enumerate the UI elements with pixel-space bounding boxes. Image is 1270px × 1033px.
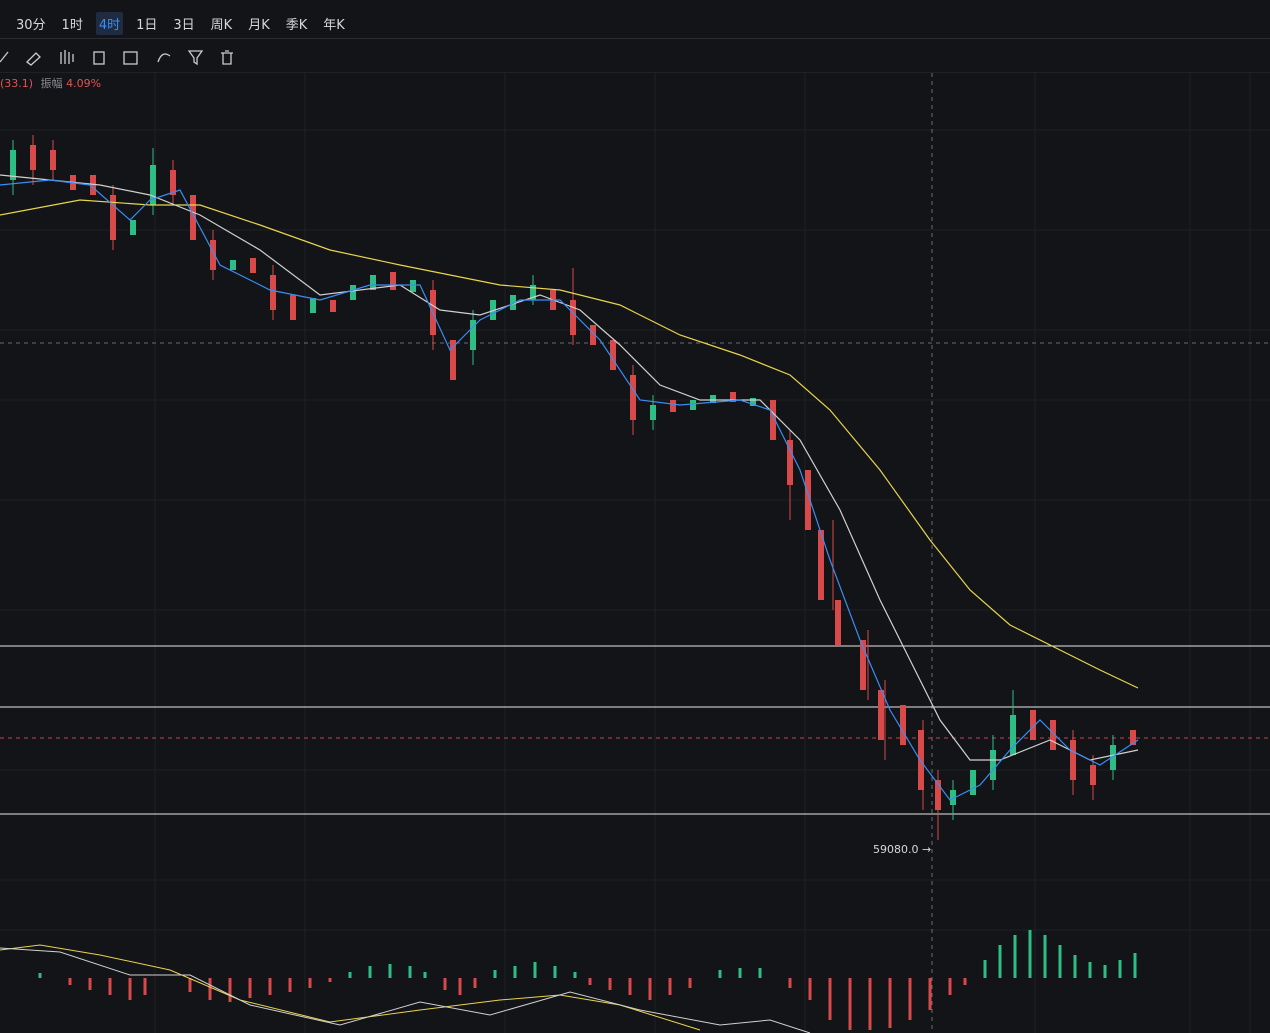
tool-note[interactable]: [123, 51, 138, 65]
interval-bar: 30分 1时 4时 1日 3日 周K 月K 季K 年K: [0, 8, 1270, 39]
candles: [10, 135, 1136, 840]
macd: [0, 930, 1137, 1033]
tool-magnet[interactable]: [157, 53, 171, 63]
interval-button[interactable]: 季K: [285, 17, 308, 33]
interval-button[interactable]: 1日: [136, 17, 158, 33]
interval-button[interactable]: 周K: [210, 17, 233, 33]
interval-button[interactable]: 年K: [323, 17, 345, 33]
ticker-strip: [0, 0, 1270, 8]
amplitude-label: 振幅: [40, 77, 63, 90]
tool-line[interactable]: [0, 51, 9, 63]
tool-shape[interactable]: [93, 51, 105, 65]
tool-delete[interactable]: [221, 50, 233, 65]
interval-button[interactable]: 月K: [248, 17, 270, 33]
candle-chart: 59080.0 →: [0, 73, 1270, 1033]
drawing-tools: [0, 50, 1270, 73]
low-label: 59080.0 →: [873, 843, 931, 856]
interval-button[interactable]: 4时: [95, 11, 124, 35]
interval-button[interactable]: 1时: [61, 17, 83, 33]
amplitude-value: 4.09%: [66, 77, 102, 90]
moving-averages: [0, 174, 1139, 801]
interval-button[interactable]: 30分: [16, 17, 46, 33]
interval-button[interactable]: 3日: [173, 17, 195, 33]
info-line: (33.1) 振幅 4.09%: [0, 75, 101, 91]
tool-pen[interactable]: [26, 52, 41, 66]
info-value: (33.1): [0, 77, 34, 90]
tool-filter[interactable]: [187, 50, 204, 66]
tool-fib[interactable]: [60, 50, 74, 64]
